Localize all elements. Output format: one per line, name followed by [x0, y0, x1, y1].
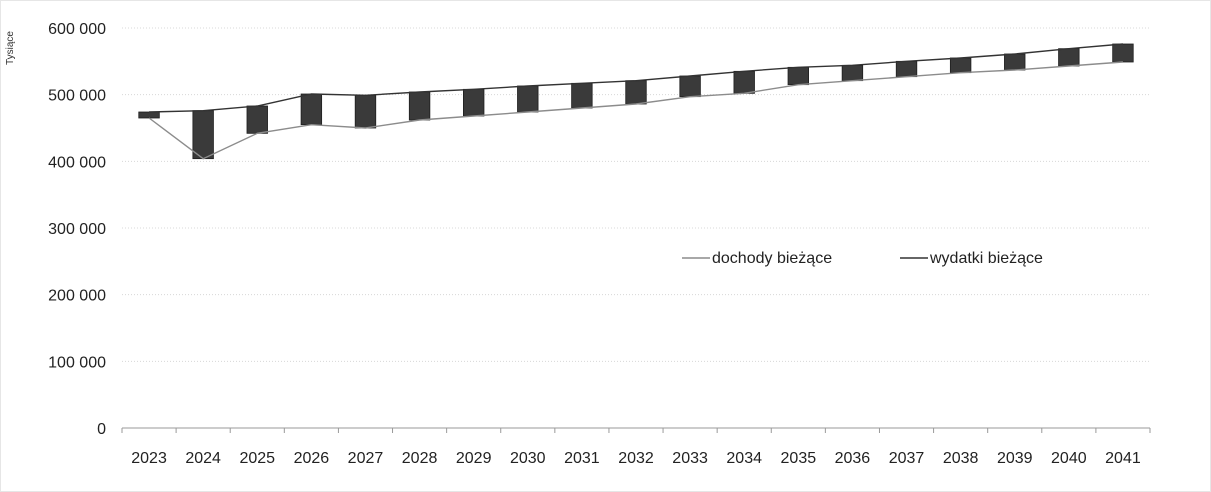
gridlines: [122, 27, 1150, 362]
y-tick-label: 400 000: [48, 154, 106, 171]
down-bar: [841, 64, 864, 82]
x-tick-label: 2027: [348, 450, 384, 467]
x-tick-label: 2035: [781, 450, 817, 467]
x-tick-label: 2041: [1105, 450, 1141, 467]
y-tick-label: 300 000: [48, 221, 106, 238]
down-bar: [300, 93, 323, 126]
y-tick-label: 100 000: [48, 354, 106, 371]
down-bar: [408, 91, 431, 121]
x-tick-label: 2028: [402, 450, 438, 467]
legend: dochody bieżące wydatki bieżące: [682, 250, 1043, 267]
legend-label-dochody: dochody bieżące: [712, 250, 832, 267]
series-line-dochody: [148, 61, 1123, 160]
y-tick-label: 500 000: [48, 88, 106, 105]
down-bar: [463, 88, 485, 117]
x-tick-label: 2026: [294, 450, 330, 467]
down-bar: [787, 66, 809, 86]
x-tick-label: 2029: [456, 450, 492, 467]
down-bar: [1004, 53, 1026, 71]
down-bar: [1112, 43, 1134, 63]
x-axis: 2023 2024 2025 2026 2027 2028 2029 2030 2031 2032…: [121, 427, 1151, 467]
down-bar: [895, 60, 918, 78]
y-axis-label: Tysiące: [5, 31, 16, 65]
x-tick-label: 2033: [672, 450, 708, 467]
x-tick-label: 2030: [510, 450, 546, 467]
x-tick-label: 2038: [943, 450, 979, 467]
x-tick-label: 2023: [131, 450, 167, 467]
down-bar: [354, 94, 377, 129]
y-tick-label: 200 000: [48, 288, 106, 305]
down-bar: [733, 70, 755, 94]
down-bar: [246, 105, 268, 134]
x-tick-label: 2031: [564, 450, 600, 467]
series-line-wydatki: [149, 43, 1123, 113]
x-tick-label: 2040: [1051, 450, 1087, 467]
x-tick-label: 2032: [618, 450, 654, 467]
down-bar: [571, 82, 593, 109]
x-tick-label: 2039: [997, 450, 1033, 467]
y-axis-ticks: 0 100 000 200 000 300 000 400 000 500 000 600 …: [48, 21, 106, 438]
down-bar: [679, 75, 701, 98]
legend-label-wydatki: wydatki bieżące: [929, 250, 1043, 267]
x-tick-label: 2025: [239, 450, 275, 467]
down-bar: [1058, 48, 1080, 67]
down-bar: [517, 85, 539, 113]
x-tick-label: 2034: [726, 450, 762, 467]
down-bar: [192, 110, 214, 160]
down-bar: [138, 111, 160, 119]
y-tick-label: 0: [97, 421, 106, 438]
y-tick-label: 600 000: [48, 21, 106, 38]
x-tick-label: 2037: [889, 450, 925, 467]
down-bar: [625, 80, 647, 105]
series-lines: [148, 43, 1123, 160]
up-down-bars: [138, 43, 1134, 160]
x-tick-label: 2024: [185, 450, 221, 467]
down-bar: [949, 57, 972, 74]
x-tick-label: 2036: [835, 450, 871, 467]
